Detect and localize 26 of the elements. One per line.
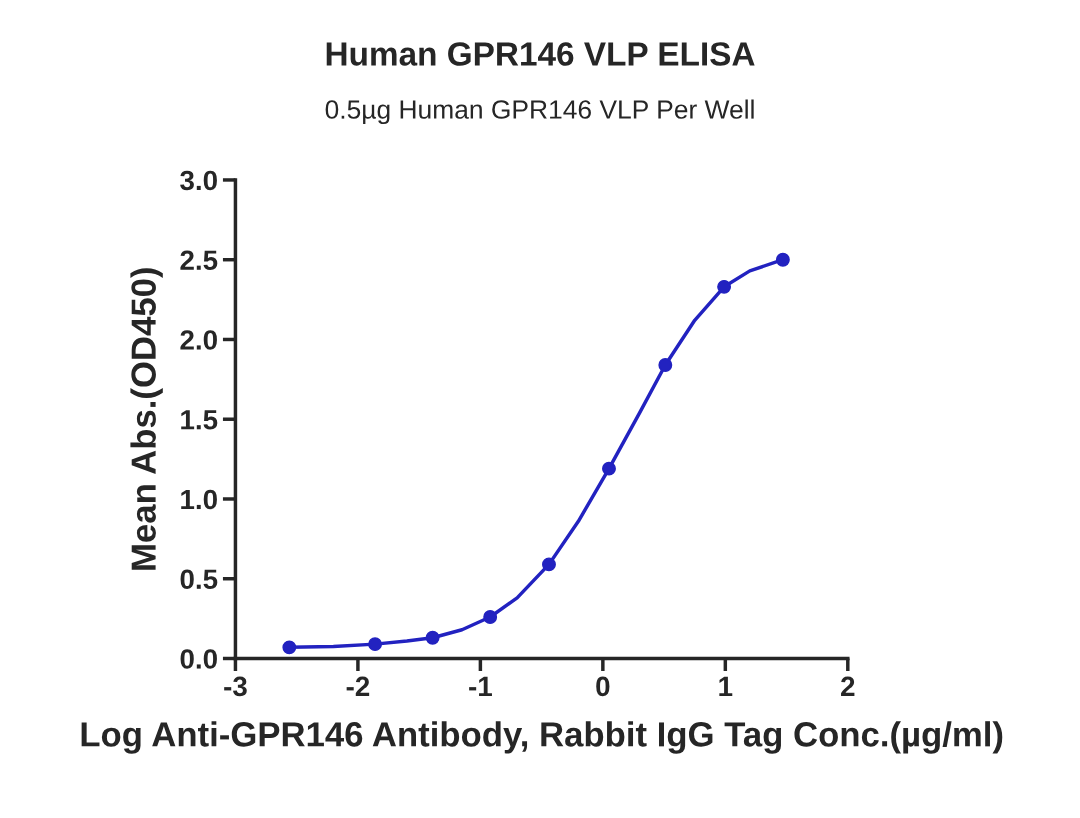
point	[658, 358, 673, 372]
point	[542, 557, 556, 572]
y-tick-label: 2.5	[180, 250, 218, 271]
point	[775, 252, 790, 267]
y-axis-title: Mean Abs.(OD450)	[130, 268, 163, 570]
point	[368, 637, 383, 652]
point	[425, 630, 440, 645]
x-tick-label: 2	[841, 676, 855, 696]
chart-title: Human GPR146 VLP ELISA	[326, 42, 755, 66]
x-tick-label: -3	[224, 676, 247, 697]
chart-subtitle: 0.5µg Human GPR146 VLP Per Well	[325, 99, 754, 125]
x-tick-label: 0	[596, 676, 610, 697]
point	[602, 461, 616, 476]
y-tick-label: 2.0	[180, 330, 217, 350]
point	[717, 279, 732, 294]
point	[483, 610, 498, 624]
y-tick-label: 0.5	[180, 569, 218, 590]
y-tick-label: 1.5	[181, 410, 218, 430]
x-axis-title: Log Anti-GPR146 Antibody, Rabbit IgG Tag Conc.(µg/ml)	[81, 721, 1003, 754]
x-tick-label: -2	[346, 676, 370, 696]
y-tick-label: 3.0	[180, 170, 217, 191]
y-tick-label: 0.0	[180, 649, 217, 669]
point	[282, 640, 297, 655]
x-tick-label: -1	[469, 676, 492, 696]
x-tick-label: 1	[719, 676, 733, 696]
y-tick-label: 1.0	[181, 489, 217, 510]
